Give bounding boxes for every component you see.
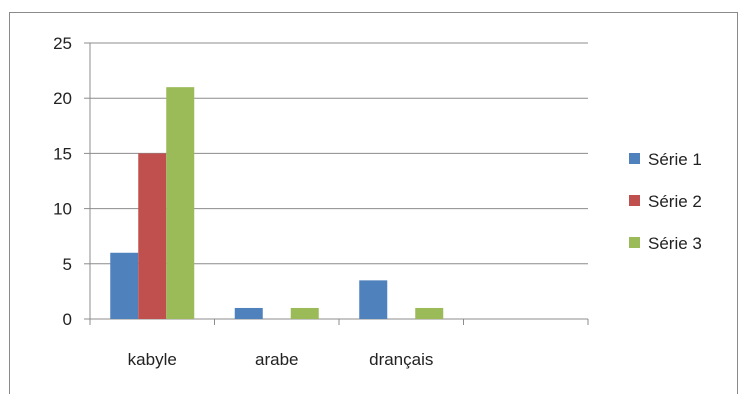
legend: Série 1 Série 2 Série 3 (629, 150, 702, 253)
legend-swatch (629, 153, 640, 164)
bar (110, 252, 139, 319)
legend-swatch (629, 237, 640, 248)
y-tick-label: 5 (63, 255, 72, 274)
y-tick-label: 20 (53, 89, 72, 108)
x-tick-label: kabyle (128, 350, 177, 369)
legend-label: Série 1 (648, 150, 702, 169)
chart-frame (9, 12, 738, 394)
x-tick-label: drançais (369, 350, 433, 369)
x-tick-label: arabe (255, 350, 298, 369)
legend-label: Série 3 (648, 234, 702, 253)
legend-swatch (629, 195, 640, 206)
legend-label: Série 2 (648, 192, 702, 211)
bars (110, 87, 444, 319)
y-tick-label: 15 (53, 144, 72, 163)
y-tick-label: 0 (63, 310, 72, 329)
tick-labels: 0 5 10 15 20 25 kabyle arabe drançais (53, 34, 433, 369)
bar (138, 153, 167, 319)
bar (415, 307, 444, 319)
bar (166, 87, 195, 319)
y-tick-label: 25 (53, 34, 72, 53)
y-tick-label: 10 (53, 200, 72, 219)
bar (234, 307, 263, 319)
bar (359, 280, 388, 319)
bar (290, 307, 319, 319)
